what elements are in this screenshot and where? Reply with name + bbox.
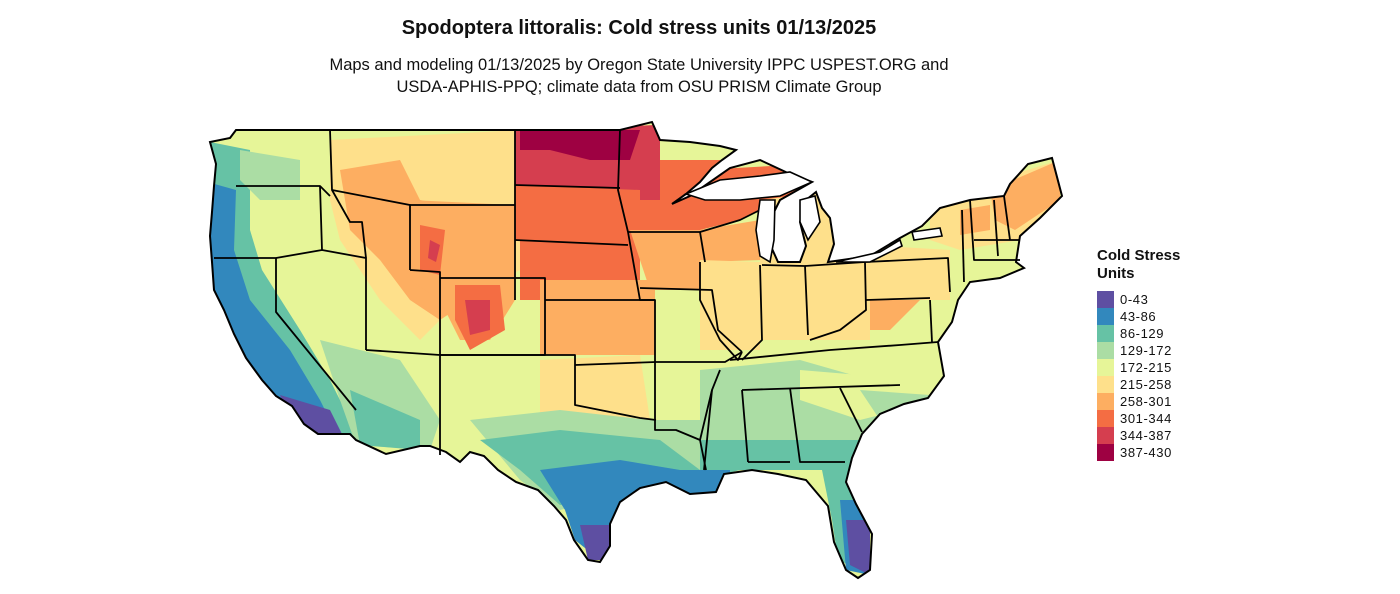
legend-item: 172-215 <box>1097 359 1217 376</box>
legend-label: 258-301 <box>1120 394 1172 409</box>
map-subtitle-line1: Maps and modeling 01/13/2025 by Oregon S… <box>329 56 949 74</box>
legend-title: Cold Stress Units <box>1097 247 1217 283</box>
legend: Cold Stress Units 0-43 43-86 86-129 129-172… <box>1097 247 1217 461</box>
map-subtitle-line2: USDA-APHIS-PPQ; climate data from OSU PR… <box>396 78 882 96</box>
legend-swatch <box>1097 427 1114 444</box>
legend-swatch <box>1097 393 1114 410</box>
map-title: Spodoptera littoralis: Cold stress units… <box>401 17 877 39</box>
legend-label: 387-430 <box>1120 445 1172 460</box>
legend-swatch <box>1097 342 1114 359</box>
legend-swatch <box>1097 376 1114 393</box>
legend-label: 301-344 <box>1120 411 1172 426</box>
legend-item: 344-387 <box>1097 427 1217 444</box>
legend-swatch <box>1097 359 1114 376</box>
legend-item: 43-86 <box>1097 308 1217 325</box>
legend-label: 43-86 <box>1120 309 1157 324</box>
legend-swatch <box>1097 444 1114 461</box>
legend-items: 0-43 43-86 86-129 129-172 172-215 215-258 258-… <box>1097 291 1217 461</box>
legend-item: 258-301 <box>1097 393 1217 410</box>
legend-label: 129-172 <box>1120 343 1172 358</box>
legend-swatch <box>1097 410 1114 427</box>
legend-title-line2: Units <box>1097 265 1135 282</box>
legend-item: 301-344 <box>1097 410 1217 427</box>
legend-label: 344-387 <box>1120 428 1172 443</box>
legend-item: 86-129 <box>1097 325 1217 342</box>
legend-item: 129-172 <box>1097 342 1217 359</box>
legend-title-line1: Cold Stress <box>1097 247 1181 264</box>
legend-swatch <box>1097 291 1114 308</box>
legend-swatch <box>1097 308 1114 325</box>
legend-swatch <box>1097 325 1114 342</box>
legend-label: 86-129 <box>1120 326 1165 341</box>
legend-item: 387-430 <box>1097 444 1217 461</box>
legend-label: 215-258 <box>1120 377 1172 392</box>
legend-item: 215-258 <box>1097 376 1217 393</box>
legend-item: 0-43 <box>1097 291 1217 308</box>
legend-label: 172-215 <box>1120 360 1172 375</box>
legend-label: 0-43 <box>1120 292 1149 307</box>
